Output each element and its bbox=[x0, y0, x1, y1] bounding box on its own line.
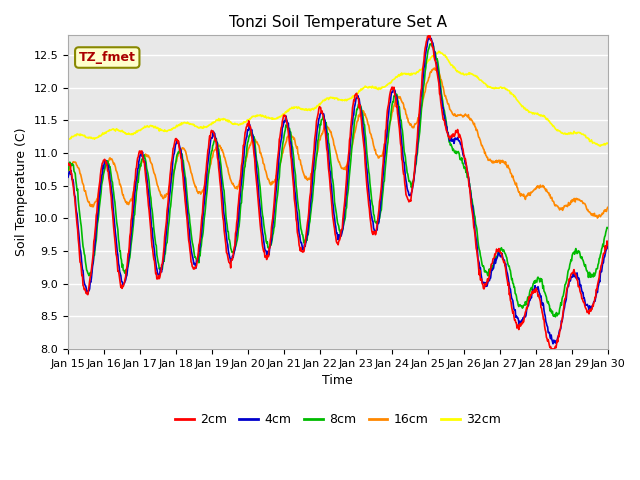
16cm bbox=[531, 186, 538, 192]
4cm bbox=[471, 229, 479, 235]
2cm bbox=[449, 131, 456, 137]
Line: 2cm: 2cm bbox=[68, 36, 607, 349]
2cm bbox=[64, 160, 72, 166]
32cm bbox=[294, 104, 302, 110]
4cm bbox=[531, 287, 538, 292]
4cm bbox=[604, 243, 611, 249]
Line: 8cm: 8cm bbox=[68, 44, 607, 317]
8cm bbox=[294, 206, 302, 212]
16cm bbox=[205, 170, 212, 176]
8cm bbox=[531, 278, 538, 284]
16cm bbox=[64, 174, 72, 180]
32cm bbox=[449, 63, 456, 69]
8cm bbox=[123, 267, 131, 273]
32cm bbox=[205, 123, 212, 129]
2cm bbox=[294, 235, 302, 241]
Line: 16cm: 16cm bbox=[68, 68, 607, 218]
32cm bbox=[123, 131, 131, 137]
2cm bbox=[604, 242, 611, 248]
16cm bbox=[449, 111, 456, 117]
X-axis label: Time: Time bbox=[323, 374, 353, 387]
2cm bbox=[123, 265, 131, 271]
32cm bbox=[604, 141, 611, 146]
32cm bbox=[531, 111, 538, 117]
Title: Tonzi Soil Temperature Set A: Tonzi Soil Temperature Set A bbox=[229, 15, 447, 30]
4cm bbox=[549, 341, 557, 347]
4cm bbox=[294, 225, 302, 231]
4cm bbox=[64, 174, 72, 180]
16cm bbox=[294, 152, 302, 157]
2cm bbox=[548, 346, 556, 352]
4cm bbox=[449, 138, 456, 144]
4cm bbox=[205, 155, 212, 161]
16cm bbox=[123, 201, 131, 207]
16cm bbox=[431, 65, 438, 71]
32cm bbox=[435, 48, 443, 54]
8cm bbox=[471, 214, 479, 220]
4cm bbox=[123, 273, 131, 278]
32cm bbox=[64, 137, 72, 143]
2cm bbox=[425, 33, 433, 38]
8cm bbox=[552, 314, 559, 320]
8cm bbox=[604, 225, 611, 230]
8cm bbox=[449, 148, 456, 154]
8cm bbox=[205, 172, 212, 178]
Line: 4cm: 4cm bbox=[68, 37, 607, 344]
Line: 32cm: 32cm bbox=[68, 51, 607, 146]
4cm bbox=[426, 35, 433, 40]
2cm bbox=[205, 145, 212, 151]
Text: TZ_fmet: TZ_fmet bbox=[79, 51, 136, 64]
8cm bbox=[428, 41, 435, 47]
8cm bbox=[64, 168, 72, 173]
2cm bbox=[471, 231, 479, 237]
16cm bbox=[604, 204, 611, 210]
16cm bbox=[593, 215, 601, 221]
Legend: 2cm, 4cm, 8cm, 16cm, 32cm: 2cm, 4cm, 8cm, 16cm, 32cm bbox=[170, 408, 506, 432]
2cm bbox=[531, 287, 538, 293]
Y-axis label: Soil Temperature (C): Soil Temperature (C) bbox=[15, 128, 28, 256]
32cm bbox=[596, 143, 604, 149]
16cm bbox=[471, 124, 479, 130]
32cm bbox=[471, 72, 479, 78]
